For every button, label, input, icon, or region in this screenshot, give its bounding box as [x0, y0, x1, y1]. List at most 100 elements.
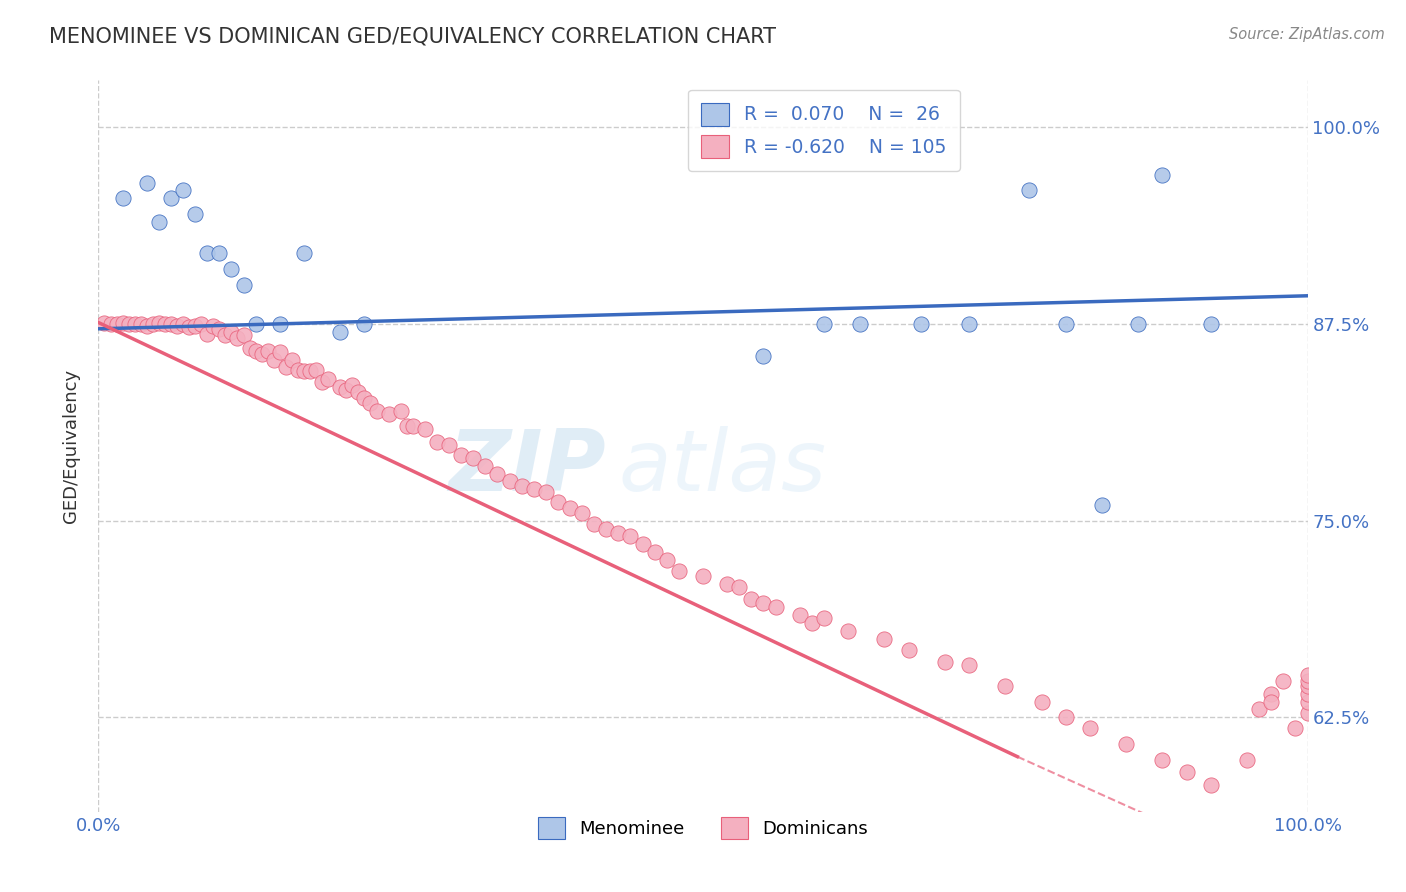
Point: [716, 576, 738, 591]
Point: [486, 467, 509, 481]
Point: [366, 403, 388, 417]
Point: [281, 353, 304, 368]
Point: [644, 545, 666, 559]
Point: [1054, 317, 1077, 331]
Point: [765, 600, 787, 615]
Point: [292, 246, 315, 260]
Point: [910, 317, 932, 331]
Point: [195, 246, 218, 260]
Point: [1199, 778, 1222, 792]
Text: ZIP: ZIP: [449, 426, 606, 509]
Point: [1272, 674, 1295, 689]
Point: [607, 526, 630, 541]
Text: MENOMINEE VS DOMINICAN GED/EQUIVALENCY CORRELATION CHART: MENOMINEE VS DOMINICAN GED/EQUIVALENCY C…: [49, 27, 776, 46]
Point: [1296, 674, 1319, 689]
Point: [269, 317, 291, 331]
Point: [160, 191, 183, 205]
Point: [813, 317, 835, 331]
Point: [1175, 765, 1198, 780]
Point: [202, 318, 225, 333]
Point: [208, 246, 231, 260]
Point: [1236, 753, 1258, 767]
Point: [934, 655, 956, 669]
Point: [800, 615, 823, 630]
Point: [474, 458, 496, 473]
Point: [232, 277, 254, 292]
Point: [1296, 687, 1319, 701]
Point: [111, 191, 134, 205]
Point: [245, 343, 267, 358]
Point: [184, 207, 207, 221]
Point: [100, 317, 122, 331]
Point: [595, 522, 617, 536]
Point: [166, 318, 188, 333]
Point: [239, 341, 262, 355]
Point: [335, 383, 357, 397]
Point: [221, 325, 243, 339]
Point: [558, 501, 581, 516]
Point: [498, 475, 520, 489]
Point: [402, 419, 425, 434]
Point: [873, 632, 896, 646]
Point: [583, 516, 606, 531]
Point: [148, 215, 170, 229]
Point: [256, 343, 278, 358]
Point: [190, 317, 212, 331]
Point: [1260, 687, 1282, 701]
Point: [292, 364, 315, 378]
Point: [1128, 317, 1150, 331]
Point: [184, 318, 207, 333]
Point: [957, 658, 980, 673]
Point: [789, 608, 811, 623]
Point: [274, 359, 297, 374]
Point: [226, 331, 249, 345]
Point: [129, 317, 152, 331]
Point: [668, 564, 690, 578]
Point: [619, 529, 641, 543]
Point: [208, 322, 231, 336]
Point: [450, 448, 472, 462]
Point: [1091, 498, 1114, 512]
Point: [389, 403, 412, 417]
Point: [287, 362, 309, 376]
Point: [655, 553, 678, 567]
Point: [360, 396, 382, 410]
Point: [1296, 706, 1319, 720]
Point: [1296, 668, 1319, 682]
Point: [571, 506, 593, 520]
Point: [142, 317, 165, 331]
Point: [1249, 702, 1271, 716]
Point: [148, 316, 170, 330]
Point: [728, 580, 751, 594]
Point: [172, 183, 194, 197]
Point: [153, 317, 176, 331]
Point: [172, 317, 194, 331]
Text: Source: ZipAtlas.com: Source: ZipAtlas.com: [1229, 27, 1385, 42]
Point: [124, 317, 146, 331]
Point: [523, 482, 546, 496]
Point: [221, 262, 243, 277]
Text: atlas: atlas: [619, 426, 827, 509]
Point: [160, 317, 183, 331]
Point: [232, 328, 254, 343]
Point: [329, 325, 352, 339]
Point: [305, 362, 328, 376]
Point: [813, 611, 835, 625]
Point: [631, 537, 654, 551]
Point: [837, 624, 859, 638]
Point: [534, 485, 557, 500]
Point: [994, 679, 1017, 693]
Point: [547, 495, 569, 509]
Point: [347, 384, 370, 399]
Point: [692, 568, 714, 582]
Y-axis label: GED/Equivalency: GED/Equivalency: [62, 369, 80, 523]
Point: [426, 435, 449, 450]
Point: [1031, 695, 1053, 709]
Point: [463, 450, 485, 465]
Point: [118, 317, 141, 331]
Point: [353, 317, 375, 331]
Point: [299, 364, 322, 378]
Point: [111, 316, 134, 330]
Point: [1296, 679, 1319, 693]
Point: [135, 318, 157, 333]
